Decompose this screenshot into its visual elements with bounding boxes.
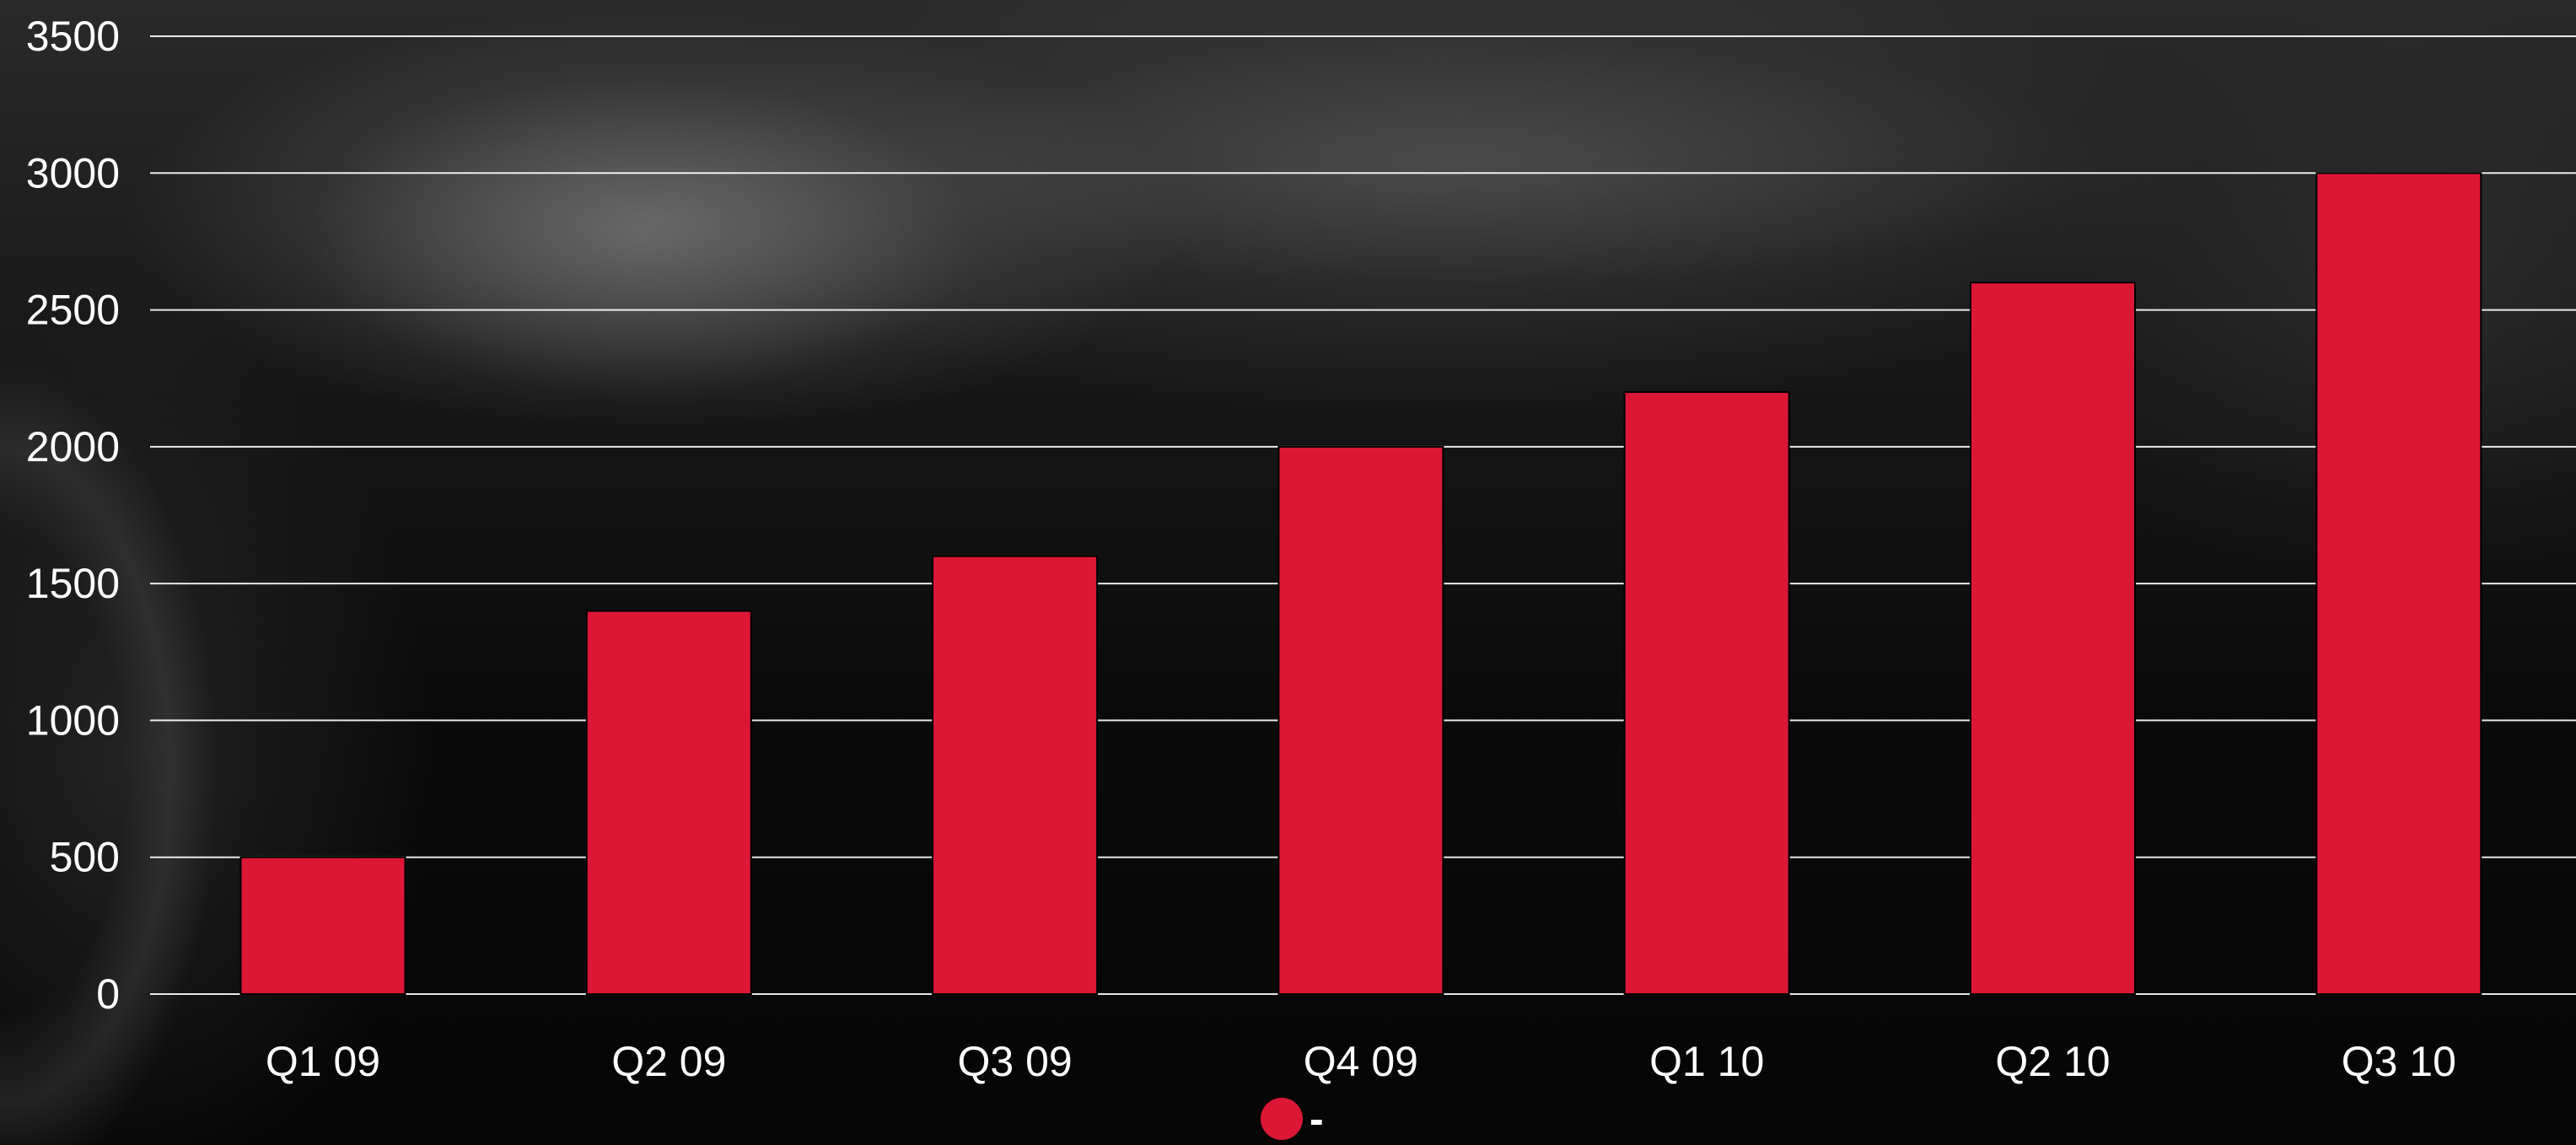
bar	[932, 555, 1099, 995]
y-tick-label: 1500	[26, 560, 120, 607]
y-tick-label: 3000	[26, 149, 120, 196]
bar	[1970, 282, 2136, 996]
bar	[585, 610, 752, 995]
bar	[2315, 172, 2482, 996]
x-tick-label: Q3 10	[2342, 1038, 2456, 1085]
x-axis-ticks: Q1 09 Q2 09 Q3 09 Q4 09 Q1 10 Q2 10 Q3 10	[266, 1038, 2456, 1085]
legend-swatch	[1261, 1098, 1303, 1140]
x-tick-label: Q2 10	[1995, 1038, 2110, 1085]
y-tick-label: 2500	[26, 287, 120, 334]
legend-label: -	[1310, 1095, 1324, 1142]
y-tick-label: 500	[50, 834, 120, 881]
x-tick-label: Q3 09	[957, 1038, 1072, 1085]
bar	[1277, 445, 1444, 995]
x-tick-label: Q1 09	[266, 1038, 380, 1085]
y-tick-label: 3500	[26, 13, 120, 60]
bars	[239, 172, 2482, 996]
y-axis-ticks: 0 500 1000 1500 2000 2500 3000 3500	[26, 13, 120, 1018]
y-tick-label: 0	[96, 970, 120, 1018]
legend: -	[1261, 1098, 1324, 1140]
y-tick-label: 2000	[26, 423, 120, 470]
x-tick-label: Q1 10	[1649, 1038, 1764, 1085]
bar	[239, 856, 406, 996]
bar	[1623, 390, 1790, 995]
y-tick-label: 1000	[26, 696, 120, 744]
x-tick-label: Q4 09	[1304, 1038, 1418, 1085]
x-tick-label: Q2 09	[611, 1038, 726, 1085]
